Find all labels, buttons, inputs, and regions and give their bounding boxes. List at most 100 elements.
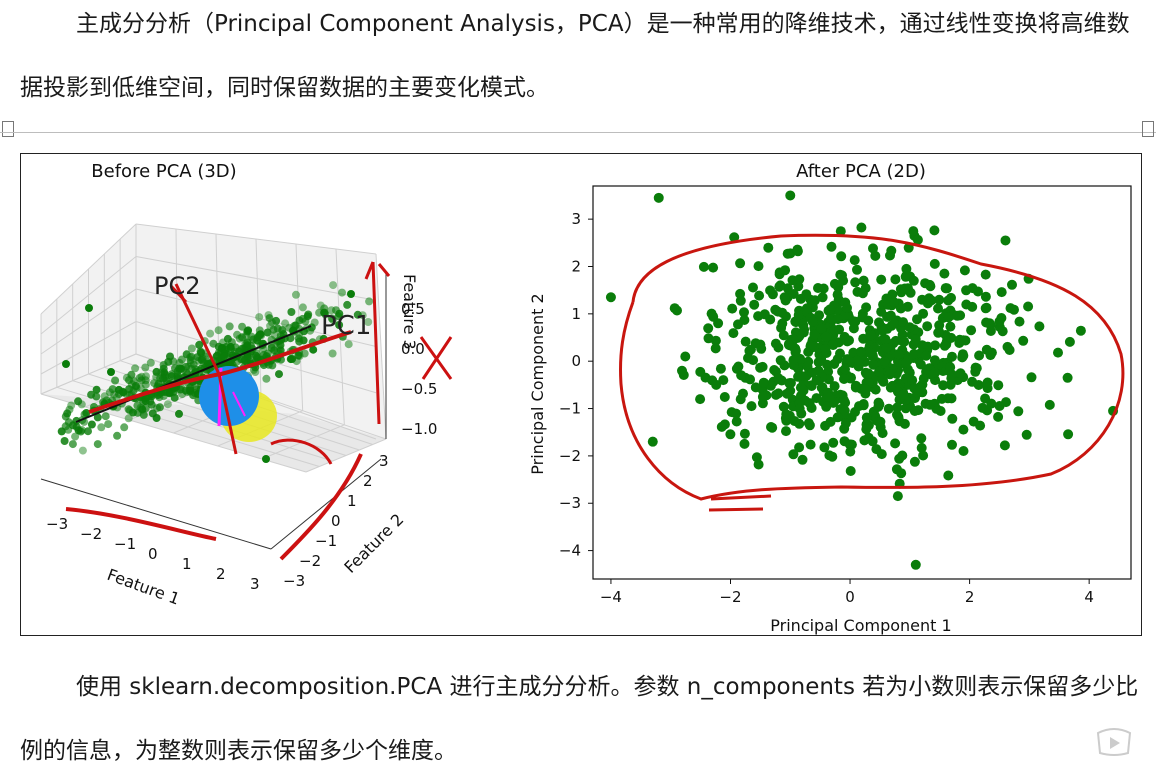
point-3d bbox=[167, 372, 176, 381]
point-2d bbox=[955, 310, 966, 321]
y-tick-2d: −4 bbox=[559, 542, 581, 560]
point-2d bbox=[792, 244, 803, 255]
point-3d bbox=[175, 364, 184, 373]
point-2d bbox=[827, 339, 838, 350]
point-2d bbox=[879, 356, 890, 367]
point-2d bbox=[908, 339, 919, 350]
y-tick-2d: 0 bbox=[571, 352, 581, 370]
point-3d bbox=[69, 421, 77, 430]
point-2d bbox=[874, 366, 885, 377]
point-3d bbox=[198, 354, 207, 363]
point-3d bbox=[221, 352, 230, 361]
x-tick-2d: −4 bbox=[600, 588, 622, 606]
point-2d bbox=[816, 323, 827, 334]
point-3d bbox=[87, 420, 96, 429]
point-2d bbox=[860, 283, 871, 294]
point-3d bbox=[298, 314, 307, 323]
point-2d bbox=[1004, 345, 1015, 355]
point-3d bbox=[364, 318, 373, 326]
point-2d bbox=[913, 405, 924, 416]
point-2d bbox=[900, 403, 911, 414]
point-3d bbox=[93, 413, 102, 422]
point-2d bbox=[820, 343, 831, 354]
y-tick-2d: −2 bbox=[559, 447, 581, 465]
point-2d bbox=[799, 324, 810, 335]
point-2d bbox=[934, 294, 945, 305]
point-3d bbox=[328, 349, 337, 358]
point-2d bbox=[781, 409, 792, 420]
point-2d bbox=[798, 385, 809, 396]
y-tick-2d: −3 bbox=[559, 494, 581, 512]
point-2d bbox=[858, 275, 869, 286]
point-2d bbox=[727, 303, 738, 314]
point-2d bbox=[781, 426, 791, 437]
point-2d bbox=[947, 351, 957, 362]
point-2d bbox=[725, 429, 736, 440]
point-2d bbox=[908, 275, 919, 286]
point-3d bbox=[206, 329, 215, 338]
point-3d bbox=[113, 431, 122, 440]
point-2d bbox=[899, 336, 910, 347]
point-3d bbox=[295, 352, 304, 360]
point-2d bbox=[893, 412, 904, 423]
point-2d bbox=[848, 347, 859, 358]
point-3d bbox=[247, 342, 256, 351]
point-2d bbox=[870, 250, 881, 261]
point-3d bbox=[57, 427, 66, 436]
point-3d bbox=[159, 374, 168, 383]
point-2d bbox=[970, 362, 981, 373]
point-2d bbox=[873, 397, 884, 408]
x-tick-2d: 0 bbox=[845, 588, 855, 606]
point-2d bbox=[713, 318, 724, 329]
pc2-tick bbox=[169, 284, 188, 304]
point-3d bbox=[335, 321, 344, 329]
y-tick-3d: 2 bbox=[363, 472, 373, 490]
point-2d bbox=[838, 395, 849, 406]
point-2d bbox=[967, 301, 978, 312]
point-3d bbox=[265, 314, 274, 323]
y-axis-3d bbox=[270, 458, 382, 550]
point-2d bbox=[813, 357, 824, 368]
z-tick-3d: −0.5 bbox=[401, 380, 437, 398]
point-2d bbox=[1053, 347, 1063, 358]
point-3d bbox=[266, 321, 275, 330]
usage-text: 使用 sklearn.decomposition.PCA 进行主成分分析。参数 … bbox=[20, 674, 1139, 764]
point-2d bbox=[833, 282, 844, 293]
point-2d bbox=[881, 342, 892, 353]
point-2d bbox=[934, 320, 945, 331]
point-3d bbox=[329, 281, 338, 290]
point-3d bbox=[316, 301, 325, 310]
point-2d bbox=[895, 303, 906, 314]
point-2d bbox=[945, 321, 956, 332]
point-3d bbox=[285, 323, 294, 332]
point-2d bbox=[945, 362, 956, 373]
point-2d bbox=[936, 393, 947, 404]
before-pca-title: Before PCA (3D) bbox=[91, 161, 236, 182]
watermark-icon bbox=[1096, 728, 1132, 756]
y-tick-2d: 3 bbox=[571, 210, 581, 228]
point-2d bbox=[926, 295, 937, 306]
point-2d bbox=[757, 361, 768, 372]
point-2d bbox=[895, 284, 906, 295]
point-3d bbox=[255, 313, 264, 322]
point-2d bbox=[894, 453, 905, 464]
point-3d bbox=[147, 400, 156, 409]
point-2d bbox=[745, 374, 755, 385]
point-2d bbox=[854, 401, 864, 412]
point-2d bbox=[753, 261, 764, 272]
point-3d-outlier bbox=[62, 360, 70, 368]
point-3d bbox=[344, 340, 353, 349]
x-tick-3d: −3 bbox=[46, 515, 68, 533]
point-3d bbox=[71, 432, 80, 441]
point-2d bbox=[788, 449, 799, 460]
y-tick-2d: −1 bbox=[559, 400, 581, 418]
point-2d bbox=[837, 270, 847, 281]
point-2d bbox=[845, 446, 856, 457]
point-2d bbox=[728, 328, 739, 339]
point-2d bbox=[703, 323, 714, 334]
y-axis-label-2d: Principal Component 2 bbox=[528, 293, 547, 474]
point-2d bbox=[863, 315, 874, 326]
point-2d bbox=[731, 416, 742, 427]
point-3d bbox=[275, 370, 283, 379]
2d-ticks: −4 −2 0 2 4 −4 −3 −2 −1 0 1 2 3 bbox=[559, 210, 1094, 606]
